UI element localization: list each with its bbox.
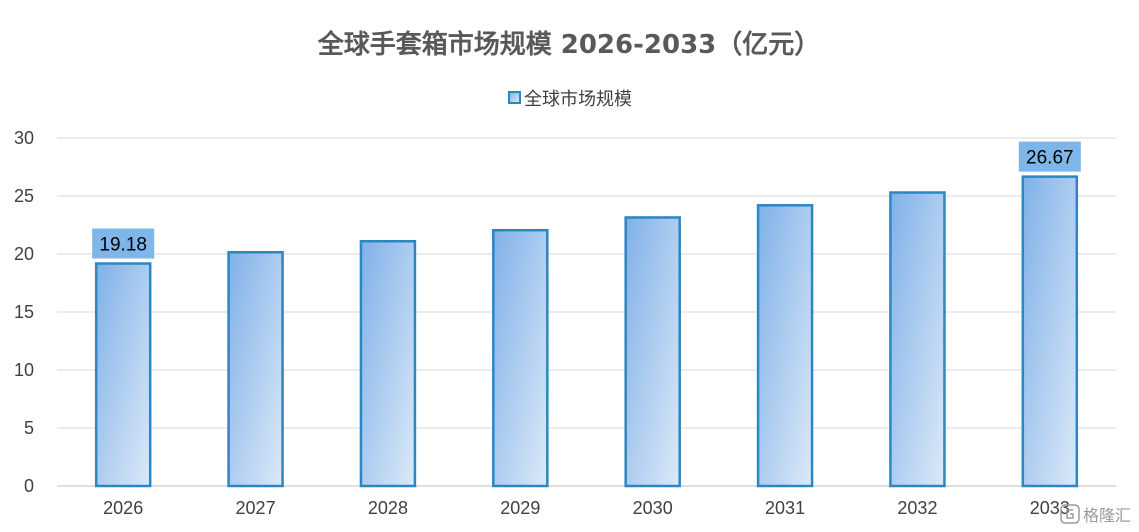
- y-tick-label: 10: [14, 360, 34, 380]
- y-tick-label: 30: [14, 128, 34, 148]
- gelonghui-logo-icon: [1060, 504, 1080, 524]
- legend-swatch: [508, 91, 521, 104]
- bar: [227, 251, 284, 488]
- y-tick-label: 25: [14, 186, 34, 206]
- x-tick-label: 2031: [765, 498, 805, 518]
- x-tick-label: 2030: [633, 498, 673, 518]
- bar: [756, 204, 814, 488]
- bar: [492, 228, 549, 488]
- x-tick-label: 2027: [236, 498, 276, 518]
- watermark-text: 格隆汇: [1083, 506, 1131, 525]
- y-axis: 0 5 10 15 20 25 30: [14, 128, 34, 496]
- x-tick-label: 2033: [1030, 498, 1070, 518]
- bar: [624, 216, 681, 488]
- data-labels: 19.18 26.67: [92, 141, 1081, 259]
- data-label: 19.18: [99, 235, 147, 256]
- chart-title: 全球手套箱市场规模 2026-2033（亿元）: [317, 29, 821, 60]
- x-axis: 2026 2027 2028 2029 2030 2031 2032 2033: [103, 498, 1070, 518]
- y-tick-label: 0: [24, 476, 34, 496]
- bar: [889, 191, 946, 488]
- x-tick-label: 2032: [897, 498, 937, 518]
- bar: [359, 239, 417, 488]
- x-tick-label: 2029: [500, 498, 540, 518]
- data-label-box: [1018, 141, 1081, 172]
- watermark: 格隆汇: [1060, 504, 1131, 525]
- legend: 全球市场规模: [508, 89, 632, 110]
- bars: [94, 175, 1079, 488]
- data-label: 26.67: [1026, 148, 1074, 169]
- gridlines: [57, 137, 1116, 487]
- bar: [94, 262, 152, 488]
- data-label-box: [92, 228, 155, 259]
- legend-label: 全球市场规模: [524, 89, 632, 110]
- x-tick-label: 2026: [103, 498, 143, 518]
- bar: [1021, 175, 1079, 488]
- y-tick-label: 5: [24, 418, 34, 438]
- y-tick-label: 15: [14, 302, 34, 322]
- x-tick-label: 2028: [368, 498, 408, 518]
- y-tick-label: 20: [14, 244, 34, 264]
